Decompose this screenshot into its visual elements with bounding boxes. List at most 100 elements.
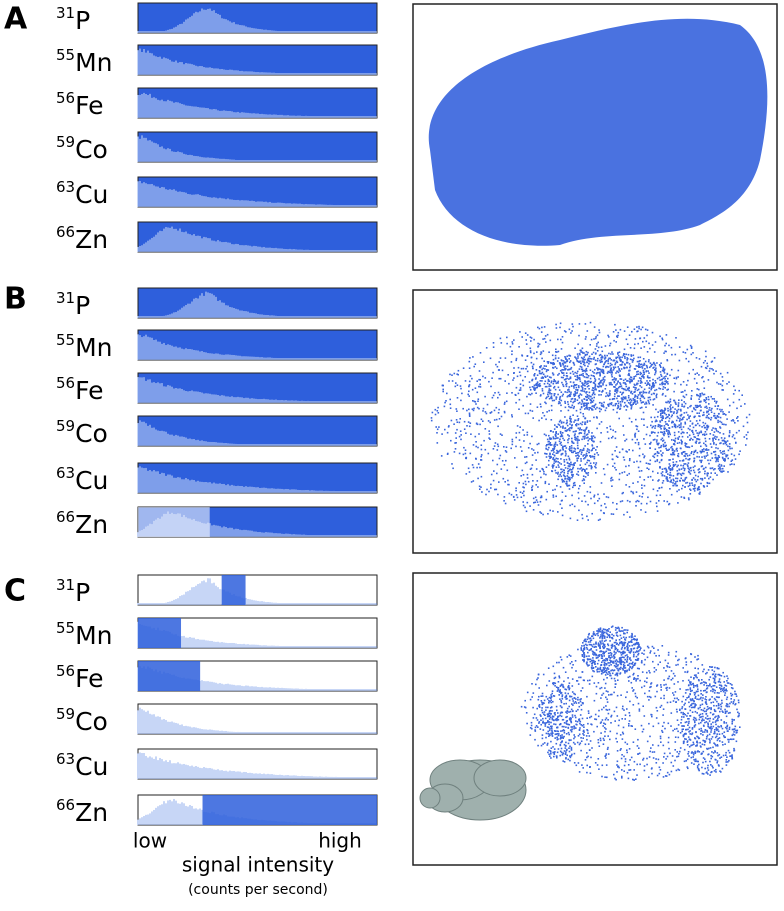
scatter-point (554, 459, 556, 461)
scatter-point (619, 386, 621, 388)
scatter-point (654, 385, 656, 387)
scatter-point (699, 396, 701, 398)
scatter-point (575, 439, 577, 441)
scatter-point (676, 449, 678, 451)
scatter-point (680, 439, 682, 441)
scatter-point (566, 459, 568, 461)
scatter-point (695, 437, 697, 439)
scatter-point (535, 459, 537, 461)
scatter-point (627, 511, 629, 513)
scatter-point (550, 397, 552, 399)
scatter-point (662, 418, 664, 420)
scatter-point (566, 375, 568, 377)
scatter-point (559, 327, 561, 329)
scatter-point (545, 435, 547, 437)
scatter-point (569, 394, 571, 396)
scatter-point (702, 478, 704, 480)
scatter-point (528, 447, 530, 449)
scatter-point (586, 405, 588, 407)
isotope-element: Zn (75, 510, 108, 539)
scatter-point (656, 397, 658, 399)
isotope-element: Mn (75, 48, 112, 77)
scatter-point (591, 435, 593, 437)
scatter-point (463, 447, 465, 449)
scatter-point (560, 370, 562, 372)
scatter-point (603, 493, 605, 495)
scatter-point (577, 377, 579, 379)
scatter-point (464, 421, 466, 423)
scatter-point (596, 345, 598, 347)
scatter-point (732, 459, 734, 461)
scatter-point (598, 383, 600, 385)
scatter-point (620, 391, 622, 393)
scatter-point (729, 430, 731, 432)
scatter-point (662, 383, 664, 385)
scatter-point (566, 447, 568, 449)
scatter-point (611, 402, 613, 404)
scatter-point (583, 478, 585, 480)
scatter-point (584, 418, 586, 420)
scatter-point (600, 510, 602, 512)
scatter-point (627, 326, 629, 328)
scatter-point (497, 449, 499, 451)
scatter-point (580, 458, 582, 460)
scatter-point (703, 448, 705, 450)
scatter-point (623, 353, 625, 355)
scatter-point (567, 389, 569, 391)
scatter-point (547, 375, 549, 377)
scatter-point (667, 383, 669, 385)
scatter-point (637, 402, 639, 404)
scatter-point (552, 453, 554, 455)
scatter-point (637, 397, 639, 399)
scatter-point (623, 382, 625, 384)
scatter-point (567, 439, 569, 441)
scatter-point (485, 428, 487, 430)
scatter-point (600, 381, 602, 383)
scatter-point (597, 358, 599, 360)
scatter-point (634, 344, 636, 346)
scatter-point (657, 455, 659, 457)
scatter-point (617, 353, 619, 355)
scatter-point (714, 400, 716, 402)
scatter-point (591, 432, 593, 434)
scatter-point (524, 434, 526, 436)
scatter-point (605, 357, 607, 359)
scatter-point (638, 363, 640, 365)
scatter-point (548, 379, 550, 381)
scatter-point (717, 448, 719, 450)
scatter-point (695, 424, 697, 426)
scatter-point (586, 408, 588, 410)
scatter-point (587, 377, 589, 379)
scatter-point (584, 495, 586, 497)
scatter-point (575, 448, 577, 450)
scatter-point (628, 354, 630, 356)
scatter-point (557, 433, 559, 435)
scatter-point (580, 381, 582, 383)
scatter-point (704, 477, 706, 479)
scatter-point (530, 410, 532, 412)
scatter-point (687, 436, 689, 438)
scatter-point (659, 336, 661, 338)
scatter-point (676, 420, 678, 422)
scatter-point (676, 378, 678, 380)
scatter-point (618, 406, 620, 408)
scatter-point (587, 443, 589, 445)
scatter-point (608, 336, 610, 338)
scatter-point (542, 469, 544, 471)
scatter-point (688, 428, 690, 430)
scatter-point (545, 403, 547, 405)
scatter-point (698, 493, 700, 495)
isotope-mass: 31 (56, 4, 75, 22)
scatter-point (499, 394, 501, 396)
scatter-point (654, 363, 656, 365)
scatter-point (710, 476, 712, 478)
scatter-point (446, 393, 448, 395)
scatter-point (598, 329, 600, 331)
scatter-point (569, 477, 571, 479)
scatter-point (586, 427, 588, 429)
scatter-point (550, 362, 552, 364)
scatter-point (518, 408, 520, 410)
scatter-point (495, 364, 497, 366)
scatter-point (528, 481, 530, 483)
scatter-point (603, 402, 605, 404)
